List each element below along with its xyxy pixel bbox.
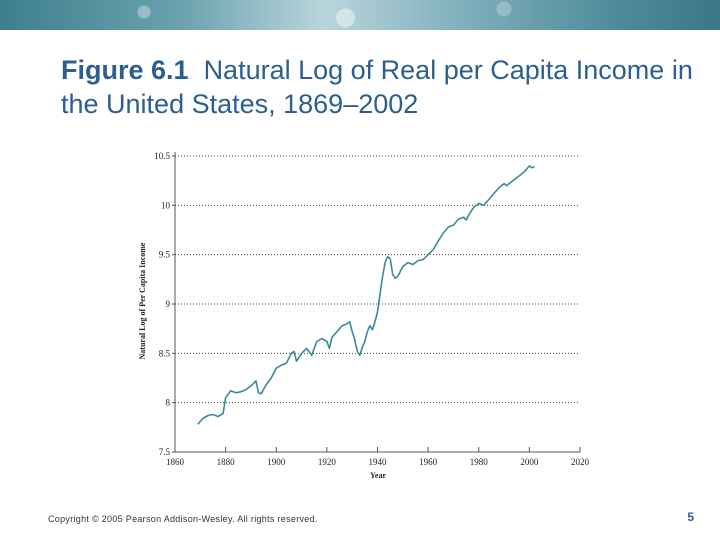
y-tick-label-4: 9.5 xyxy=(159,250,171,260)
y-tick-label-2: 8.5 xyxy=(159,348,171,358)
series-line-0 xyxy=(197,165,535,425)
tick-labels: 7.5 8 8.5 9 9.5 10 10.5 1860 1880 1900 1920 1940 196… xyxy=(154,151,589,467)
grid-lines xyxy=(175,155,580,404)
top-decorative-banner xyxy=(0,0,720,30)
axes xyxy=(172,152,581,453)
x-tick-label-0: 1860 xyxy=(166,457,185,467)
copyright-footer: Copyright © 2005 Pearson Addison-Wesley.… xyxy=(48,514,318,524)
y-tick-label-5: 10 xyxy=(161,200,171,210)
x-tick-label-8: 2020 xyxy=(571,457,590,467)
figure-title-text: Natural Log of Real per Capita Income in… xyxy=(61,55,693,119)
x-tick-label-1: 1880 xyxy=(217,457,236,467)
banner-texture xyxy=(0,0,720,30)
x-axis-label: Year xyxy=(370,471,386,480)
slide-title: Figure 6.1 Natural Log of Real per Capit… xyxy=(61,53,701,121)
x-tick-label-6: 1980 xyxy=(470,457,489,467)
y-tick-label-3: 9 xyxy=(166,299,171,309)
x-tick-label-3: 1920 xyxy=(318,457,337,467)
line-chart: 7.5 8 8.5 9 9.5 10 10.5 1860 1880 1900 1920 1940 196… xyxy=(138,151,590,480)
chart-container: 7.5 8 8.5 9 9.5 10 10.5 1860 1880 1900 1920 1940 196… xyxy=(130,140,590,485)
x-tick-label-4: 1940 xyxy=(369,457,388,467)
x-tick-label-7: 2000 xyxy=(520,457,539,467)
y-axis-label: Natural Log of Per Capita Income xyxy=(138,242,147,359)
y-tick-label-1: 8 xyxy=(166,398,171,408)
y-tick-label-0: 7.5 xyxy=(159,447,171,457)
series-layer xyxy=(197,165,535,425)
x-tick-label-5: 1960 xyxy=(419,457,438,467)
figure-number: Figure 6.1 xyxy=(61,55,189,85)
page-number: 5 xyxy=(687,510,694,524)
x-tick-label-2: 1900 xyxy=(267,457,286,467)
y-tick-label-6: 10.5 xyxy=(154,151,170,161)
